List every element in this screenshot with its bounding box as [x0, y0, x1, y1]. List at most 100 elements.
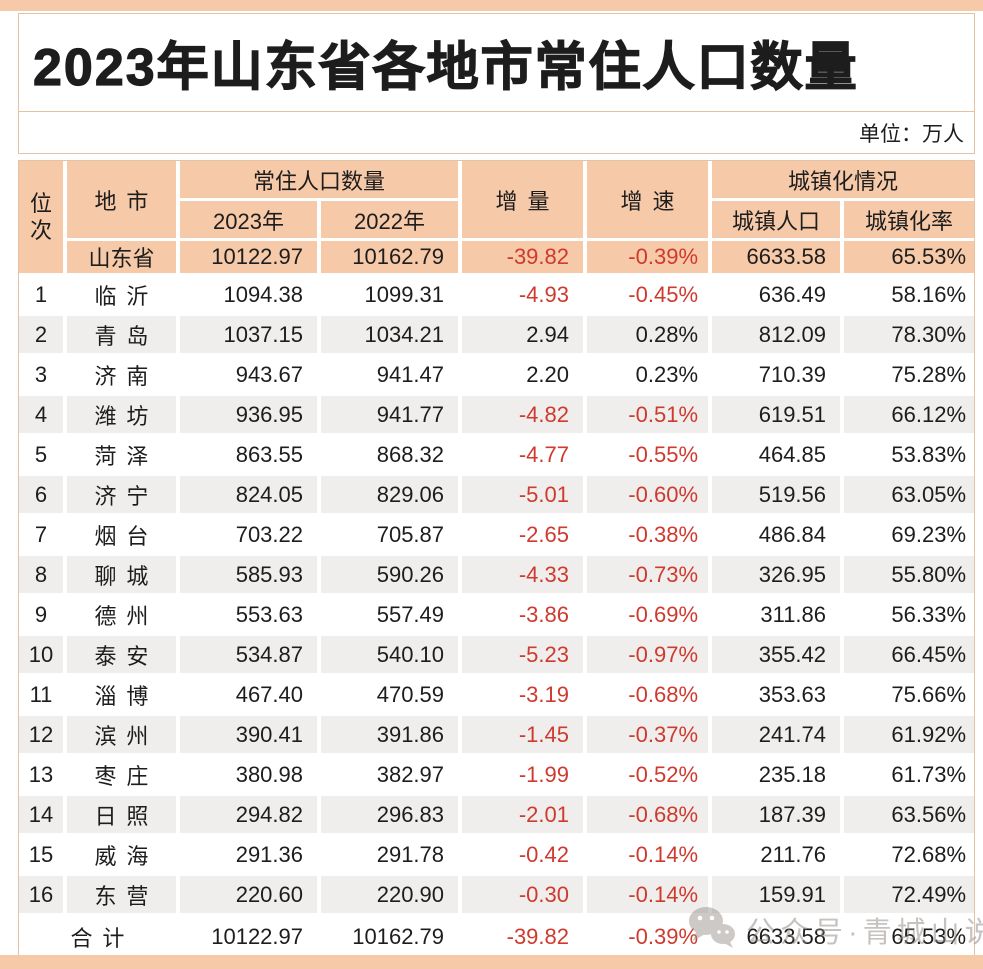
increase-cell: -2.01 — [460, 794, 588, 836]
table-row: 15 威海 291.36 291.78 -0.42 -0.14% 211.76 … — [19, 834, 975, 876]
city-cell: 青岛 — [65, 314, 180, 356]
table-row: 14 日照 294.82 296.83 -2.01 -0.68% 187.39 … — [19, 794, 975, 836]
rank-cell: 15 — [19, 834, 67, 876]
growth-cell: -0.68% — [585, 794, 713, 836]
title-section: 2023年山东省各地市常住人口数量 — [18, 13, 975, 112]
province-urban-pop: 6633.58 — [710, 239, 845, 276]
total-urban-pop: 6633.58 — [710, 914, 845, 958]
increase-cell: -2.65 — [460, 514, 588, 556]
unit-section: 单位：万人 — [18, 112, 975, 154]
rank-cell: 4 — [19, 394, 67, 436]
pop-2022-cell: 391.86 — [319, 714, 463, 756]
pop-2023-cell: 467.40 — [178, 674, 321, 716]
increase-cell: -5.23 — [460, 634, 588, 676]
urban-rate-cell: 66.12% — [842, 394, 975, 436]
rank-cell: 2 — [19, 314, 67, 356]
table-row: 10 泰安 534.87 540.10 -5.23 -0.97% 355.42 … — [19, 634, 975, 676]
growth-cell: -0.55% — [585, 434, 713, 476]
rank-cell: 10 — [19, 634, 67, 676]
header-rank-line2: 次 — [29, 218, 52, 243]
city-cell: 菏泽 — [65, 434, 180, 476]
increase-cell: -1.45 — [460, 714, 588, 756]
city-rows: 1 临沂 1094.38 1099.31 -4.93 -0.45% 636.49… — [19, 274, 975, 916]
rank-cell: 7 — [19, 514, 67, 556]
table-row: 16 东营 220.60 220.90 -0.30 -0.14% 159.91 … — [19, 874, 975, 916]
pop-2022-cell: 941.47 — [319, 354, 463, 396]
city-cell: 日照 — [65, 794, 180, 836]
total-label: 合计 — [19, 914, 180, 958]
pop-2023-cell: 380.98 — [178, 754, 321, 796]
city-cell: 泰安 — [65, 634, 180, 676]
population-table: 位 次 地市 常住人口数量 增量 增速 城镇化情况 2023年 2022年 城镇… — [19, 161, 975, 958]
province-pop-2023: 10122.97 — [178, 239, 321, 276]
city-cell: 威海 — [65, 834, 180, 876]
pop-2023-cell: 220.60 — [178, 874, 321, 916]
population-table-wrapper: 位 次 地市 常住人口数量 增量 增速 城镇化情况 2023年 2022年 城镇… — [18, 160, 975, 959]
pop-2023-cell: 1037.15 — [178, 314, 321, 356]
growth-cell: -0.37% — [585, 714, 713, 756]
page-title: 2023年山东省各地市常住人口数量 — [32, 38, 859, 97]
growth-cell: -0.38% — [585, 514, 713, 556]
header-row-2: 2023年 2022年 城镇人口 城镇化率 — [19, 199, 975, 241]
pop-2023-cell: 1094.38 — [178, 274, 321, 316]
pop-2023-cell: 703.22 — [178, 514, 321, 556]
unit-label: 单位：万人 — [859, 122, 964, 146]
increase-cell: 2.20 — [460, 354, 588, 396]
urban-rate-cell: 69.23% — [842, 514, 975, 556]
table-row: 2 青岛 1037.15 1034.21 2.94 0.28% 812.09 7… — [19, 314, 975, 356]
urban-pop-cell: 710.39 — [710, 354, 845, 396]
header-row-1: 位 次 地市 常住人口数量 增量 增速 城镇化情况 — [19, 161, 975, 276]
header-2023: 2023年 — [178, 199, 321, 241]
pop-2022-cell: 705.87 — [319, 514, 463, 556]
header-urbanization-group: 城镇化情况 — [710, 161, 975, 201]
pop-2022-cell: 470.59 — [319, 674, 463, 716]
pop-2022-cell: 868.32 — [319, 434, 463, 476]
growth-cell: -0.52% — [585, 754, 713, 796]
header-urban-rate: 城镇化率 — [842, 199, 975, 241]
header-urban-pop: 城镇人口 — [710, 199, 845, 241]
increase-cell: -5.01 — [460, 474, 588, 516]
pop-2023-cell: 943.67 — [178, 354, 321, 396]
urban-rate-cell: 55.80% — [842, 554, 975, 596]
table-row: 11 淄博 467.40 470.59 -3.19 -0.68% 353.63 … — [19, 674, 975, 716]
city-cell: 东营 — [65, 874, 180, 916]
total-row: 合计 10122.97 10162.79 -39.82 -0.39% 6633.… — [19, 914, 974, 958]
table-row: 4 潍坊 936.95 941.77 -4.82 -0.51% 619.51 6… — [19, 394, 975, 436]
urban-pop-cell: 519.56 — [710, 474, 845, 516]
urban-rate-cell: 72.68% — [842, 834, 975, 876]
urban-rate-cell: 66.45% — [842, 634, 975, 676]
total-growth: -0.39% — [585, 914, 713, 958]
growth-cell: -0.51% — [585, 394, 713, 436]
rank-cell: 13 — [19, 754, 67, 796]
city-cell: 临沂 — [65, 274, 180, 316]
total-urban-rate: 65.53% — [891, 924, 967, 949]
header-growth: 增速 — [585, 161, 713, 241]
pop-2023-cell: 824.05 — [178, 474, 321, 516]
pop-2023-cell: 863.55 — [178, 434, 321, 476]
province-pop-2022: 10162.79 — [319, 239, 463, 276]
table-row: 3 济南 943.67 941.47 2.20 0.23% 710.39 75.… — [19, 354, 975, 396]
province-urban-rate: 65.53% — [842, 239, 975, 276]
growth-cell: -0.73% — [585, 554, 713, 596]
urban-rate-cell: 78.30% — [842, 314, 975, 356]
urban-rate-cell: 61.73% — [842, 754, 975, 796]
pop-2022-cell: 291.78 — [319, 834, 463, 876]
rank-cell: 14 — [19, 794, 67, 836]
pop-2022-cell: 829.06 — [319, 474, 463, 516]
pop-2023-cell: 585.93 — [178, 554, 321, 596]
urban-pop-cell: 159.91 — [710, 874, 845, 916]
rank-cell: 8 — [19, 554, 67, 596]
urban-pop-cell: 211.76 — [710, 834, 845, 876]
increase-cell: -0.30 — [460, 874, 588, 916]
city-cell: 聊城 — [65, 554, 180, 596]
header-2022: 2022年 — [319, 199, 463, 241]
rank-cell: 9 — [19, 594, 67, 636]
table-row: 13 枣庄 380.98 382.97 -1.99 -0.52% 235.18 … — [19, 754, 975, 796]
province-name: 山东省 — [65, 239, 180, 276]
total-pop-2022: 10162.79 — [319, 914, 463, 958]
pop-2022-cell: 557.49 — [319, 594, 463, 636]
growth-cell: 0.28% — [585, 314, 713, 356]
rank-cell: 16 — [19, 874, 67, 916]
urban-pop-cell: 464.85 — [710, 434, 845, 476]
increase-cell: -0.42 — [460, 834, 588, 876]
